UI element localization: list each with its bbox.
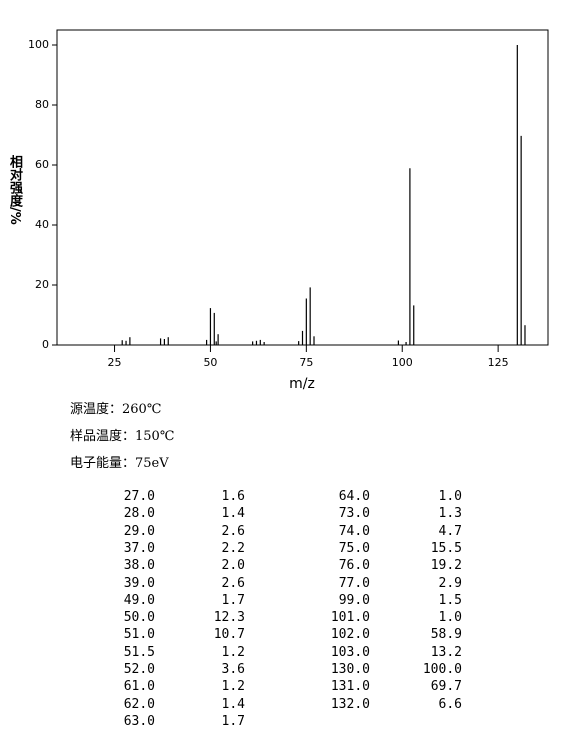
intensity: 100.0	[422, 662, 462, 677]
mz: 75.0	[338, 540, 370, 556]
mz: 52.0	[123, 662, 155, 677]
y-tick-label: 100	[28, 38, 49, 51]
intensity: 2.0	[221, 558, 245, 574]
note: 电子能量：75eV	[70, 456, 169, 471]
intensity: 4.7	[438, 523, 462, 539]
mz: 51.0	[123, 627, 155, 643]
intensity: 1.4	[221, 696, 245, 712]
mz: 37.0	[123, 540, 155, 556]
intensity: 1.2	[221, 679, 245, 695]
intensity: 15.5	[430, 540, 462, 556]
intensity: 2.6	[221, 523, 245, 539]
intensity: 1.5	[438, 592, 462, 608]
x-tick-label: 75	[299, 356, 313, 369]
intensity: 6.6	[438, 696, 462, 712]
mz: 101.0	[330, 610, 370, 626]
mz: 51.5	[123, 644, 155, 660]
y-tick-label: 20	[35, 278, 49, 291]
y-tick-label: 40	[35, 218, 49, 231]
intensity: 2.2	[221, 540, 245, 556]
mz: 103.0	[330, 644, 370, 660]
intensity: 1.0	[438, 489, 462, 504]
intensity: 13.2	[430, 644, 462, 660]
mz: 64.0	[338, 489, 370, 504]
plot-frame	[56, 29, 549, 346]
intensity: 1.7	[221, 592, 245, 608]
intensity: 1.6	[221, 489, 245, 504]
x-tick-label: 25	[108, 356, 122, 369]
x-tick-label: 50	[203, 356, 217, 369]
note: 源温度：260℃	[70, 402, 162, 417]
mz: 130.0	[330, 662, 370, 677]
mz: 76.0	[338, 558, 370, 574]
mz: 102.0	[330, 627, 370, 643]
x-tick-label: 125	[488, 356, 509, 369]
mz: 99.0	[338, 592, 370, 608]
chart: m/z 0 20 40 60 80 100 25 50 75 100 125	[28, 29, 549, 392]
intensity: 3.6	[221, 662, 245, 677]
intensity: 1.7	[221, 713, 245, 729]
intensity: 10.7	[213, 627, 245, 643]
note: 样品温度：150℃	[70, 429, 175, 444]
intensity: 1.3	[438, 506, 462, 522]
y-tick-label: 80	[35, 98, 49, 111]
intensity: 1.2	[221, 644, 245, 660]
intensity: 19.2	[430, 558, 462, 574]
mz: 77.0	[338, 575, 370, 591]
mz: 73.0	[338, 506, 370, 522]
intensity: 2.9	[438, 575, 462, 591]
intensity: 1.0	[438, 610, 462, 626]
mz: 74.0	[338, 523, 370, 539]
mz: 49.0	[123, 592, 155, 608]
intensity: 12.3	[213, 610, 245, 626]
y-tick-label: 60	[35, 158, 49, 171]
intensity: 1.4	[221, 506, 245, 522]
y-tick-label: 0	[42, 338, 49, 351]
intensity: 2.6	[221, 575, 245, 591]
mz: 38.0	[123, 558, 155, 574]
mz: 132.0	[330, 696, 370, 712]
mz: 62.0	[123, 696, 155, 712]
mz: 131.0	[330, 679, 370, 695]
mz: 50.0	[123, 610, 155, 626]
mz: 61.0	[123, 679, 155, 695]
x-tick-label: 100	[392, 356, 413, 369]
x-axis-label: m/z	[289, 376, 315, 392]
intensity: 69.7	[430, 679, 462, 695]
intensity: 58.9	[430, 627, 462, 643]
y-axis-label: 相对强度/%	[7, 155, 22, 225]
mz: 63.0	[123, 713, 155, 729]
mz: 27.0	[123, 489, 155, 504]
mz: 29.0	[123, 523, 155, 539]
mz: 28.0	[123, 506, 155, 522]
mz: 39.0	[123, 575, 155, 591]
